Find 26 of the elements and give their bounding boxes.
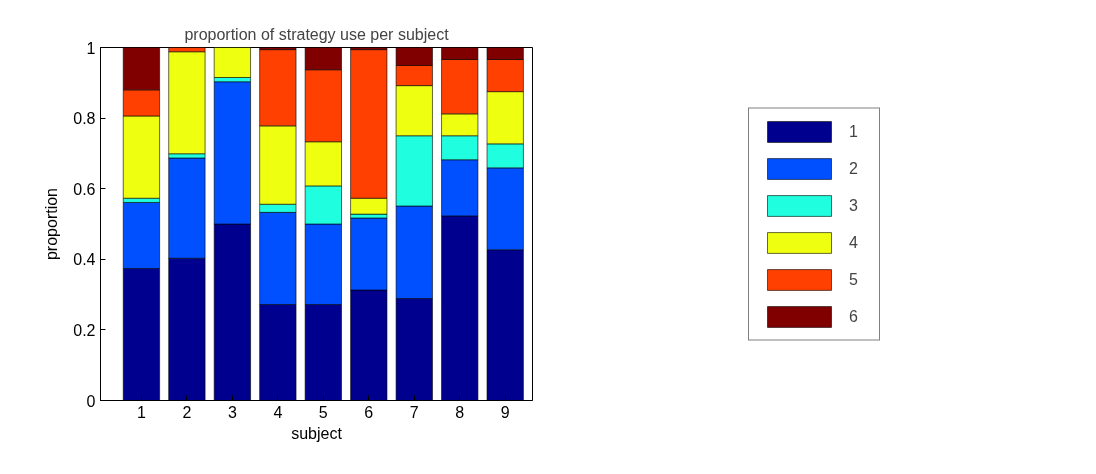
y-tick-label: 0.2: [73, 321, 96, 339]
x-tick-label: 3: [227, 403, 237, 421]
y-axis-title: proportion: [43, 187, 61, 261]
legend-label: 1: [849, 122, 859, 140]
y-tick-label: 0.8: [73, 110, 96, 128]
x-axis-title: subject: [291, 424, 343, 442]
y-tick-label: 0.4: [73, 251, 96, 269]
legend-label: 2: [849, 159, 859, 177]
chart-title: proportion of strategy use per subject: [184, 25, 450, 43]
x-tick-label: 1: [136, 403, 146, 421]
legend-label: 3: [849, 196, 859, 214]
y-tick-label: 1: [86, 39, 96, 57]
x-tick-label: 4: [273, 403, 283, 421]
bar: [168, 51, 206, 155]
x-tick-label: 8: [455, 403, 465, 421]
y-tick-label: 0: [86, 392, 96, 410]
bar: [213, 47, 251, 78]
legend-label: 5: [849, 270, 859, 288]
x-tick-label: 6: [364, 403, 374, 421]
x-tick-label: 2: [182, 403, 192, 421]
x-tick-label: 9: [500, 403, 510, 421]
legend-label: 6: [849, 307, 859, 325]
x-tick-label: 7: [409, 403, 419, 421]
legend-label: 4: [849, 233, 859, 251]
y-tick-label: 0.6: [73, 180, 96, 198]
x-tick-label: 5: [318, 403, 328, 421]
